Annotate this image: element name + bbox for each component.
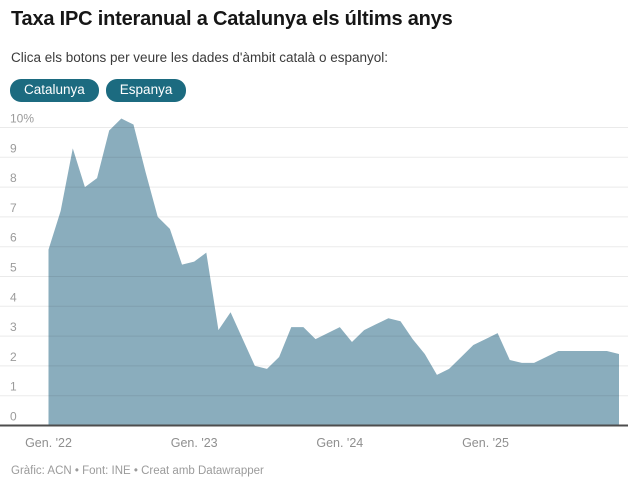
x-axis-tick-label: Gen. '24 (316, 436, 363, 450)
y-axis-tick-label: 9 (10, 141, 17, 155)
y-axis-tick-label: 3 (10, 320, 17, 334)
dataset-button-group: Catalunya Espanya (10, 79, 187, 102)
y-axis-tick-label: 8 (10, 171, 17, 185)
espanya-button[interactable]: Espanya (105, 79, 187, 102)
y-axis-tick-label: 6 (10, 231, 17, 245)
x-axis-tick-label: Gen. '22 (25, 436, 72, 450)
y-axis-tick-label: 0 (10, 410, 17, 424)
attribution-footer: Gràfic: ACN • Font: INE • Creat amb Data… (11, 465, 264, 477)
page-title: Taxa IPC interanual a Catalunya els últi… (11, 8, 453, 30)
y-axis-tick-label: 5 (10, 261, 17, 275)
y-axis-tick-label: 2 (10, 350, 17, 364)
y-axis-tick-label: 10% (10, 112, 34, 126)
y-axis-tick-label: 4 (10, 290, 17, 304)
catalunya-button[interactable]: Catalunya (10, 79, 99, 102)
y-axis-tick-label: 7 (10, 201, 17, 215)
chart-subtitle: Clica els botons per veure les dades d'à… (11, 50, 389, 65)
catalunya-area-series (48, 118, 619, 426)
x-axis-tick-label: Gen. '23 (171, 436, 218, 450)
y-axis-tick-label: 1 (10, 380, 17, 394)
x-axis-tick-label: Gen. '25 (462, 436, 509, 450)
